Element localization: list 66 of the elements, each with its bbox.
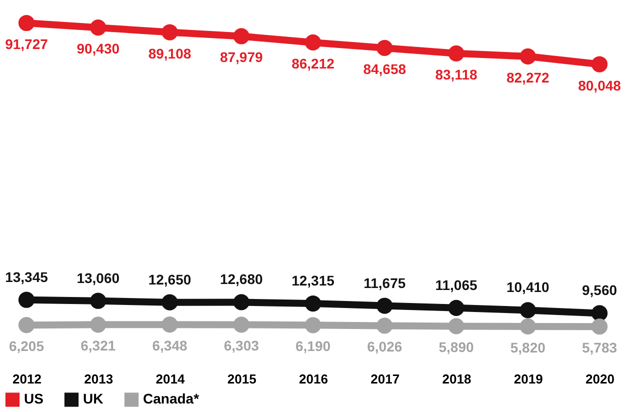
data-label: 10,410 [506, 279, 550, 296]
point [18, 14, 35, 32]
data-label: 13,060 [76, 270, 120, 286]
x-tick-label: 2014 [156, 372, 186, 386]
data-label: 91,727 [5, 36, 48, 52]
point [90, 292, 106, 309]
point [18, 317, 35, 334]
point [90, 20, 106, 36]
data-label: 6,321 [80, 338, 116, 354]
point [162, 294, 178, 310]
point [520, 302, 536, 318]
x-tick-label: 2018 [442, 372, 472, 386]
point [162, 316, 178, 333]
data-label: 6,205 [8, 338, 44, 354]
x-tick-label: 2020 [586, 372, 614, 386]
point [591, 318, 608, 335]
data-label: 87,979 [220, 49, 263, 66]
data-label: 82,272 [506, 69, 550, 86]
data-label: 6,348 [152, 338, 188, 354]
data-label: 90,430 [76, 40, 120, 57]
data-label: 12,650 [148, 271, 192, 288]
point [520, 318, 536, 334]
point [520, 48, 536, 64]
point [376, 318, 393, 334]
data-label: 12,680 [220, 271, 263, 288]
point [233, 294, 250, 310]
data-label: 5,890 [438, 339, 474, 356]
x-tick-label: 2013 [84, 372, 114, 386]
point [304, 34, 322, 51]
data-label: 80,048 [578, 77, 622, 94]
legend-label: Canada* [143, 390, 200, 407]
point [304, 317, 322, 334]
point [448, 318, 464, 334]
data-label: 86,212 [292, 55, 335, 72]
data-label: 13,345 [5, 268, 48, 285]
data-label: 6,303 [224, 338, 260, 354]
point [448, 300, 464, 316]
point [591, 56, 608, 72]
point [376, 40, 393, 56]
data-label: 9,560 [582, 282, 618, 298]
data-label: 12,315 [292, 272, 335, 288]
legend-label: US [24, 390, 44, 407]
point [162, 24, 178, 40]
point [90, 316, 106, 333]
point [233, 316, 250, 333]
point [233, 28, 250, 44]
x-tick-label: 2019 [514, 372, 543, 386]
point [18, 292, 35, 308]
data-label: 89,108 [148, 45, 192, 62]
x-tick-label: 2016 [299, 372, 328, 386]
data-label: 6,026 [367, 338, 402, 355]
data-label: 5,783 [582, 340, 618, 356]
point [304, 295, 322, 312]
x-tick-label: 2015 [227, 372, 256, 386]
data-label: 11,675 [364, 274, 406, 291]
data-label: 5,820 [510, 339, 546, 356]
data-label: 11,065 [435, 276, 478, 293]
point [591, 305, 608, 322]
data-label: 84,658 [363, 60, 406, 77]
point [448, 45, 464, 62]
x-tick-label: 2017 [370, 372, 400, 386]
x-tick-label: 2012 [12, 372, 42, 386]
data-label: 83,118 [435, 66, 478, 82]
data-label: 6,190 [295, 338, 331, 354]
legend-label: UK [83, 390, 104, 407]
point [376, 298, 393, 314]
